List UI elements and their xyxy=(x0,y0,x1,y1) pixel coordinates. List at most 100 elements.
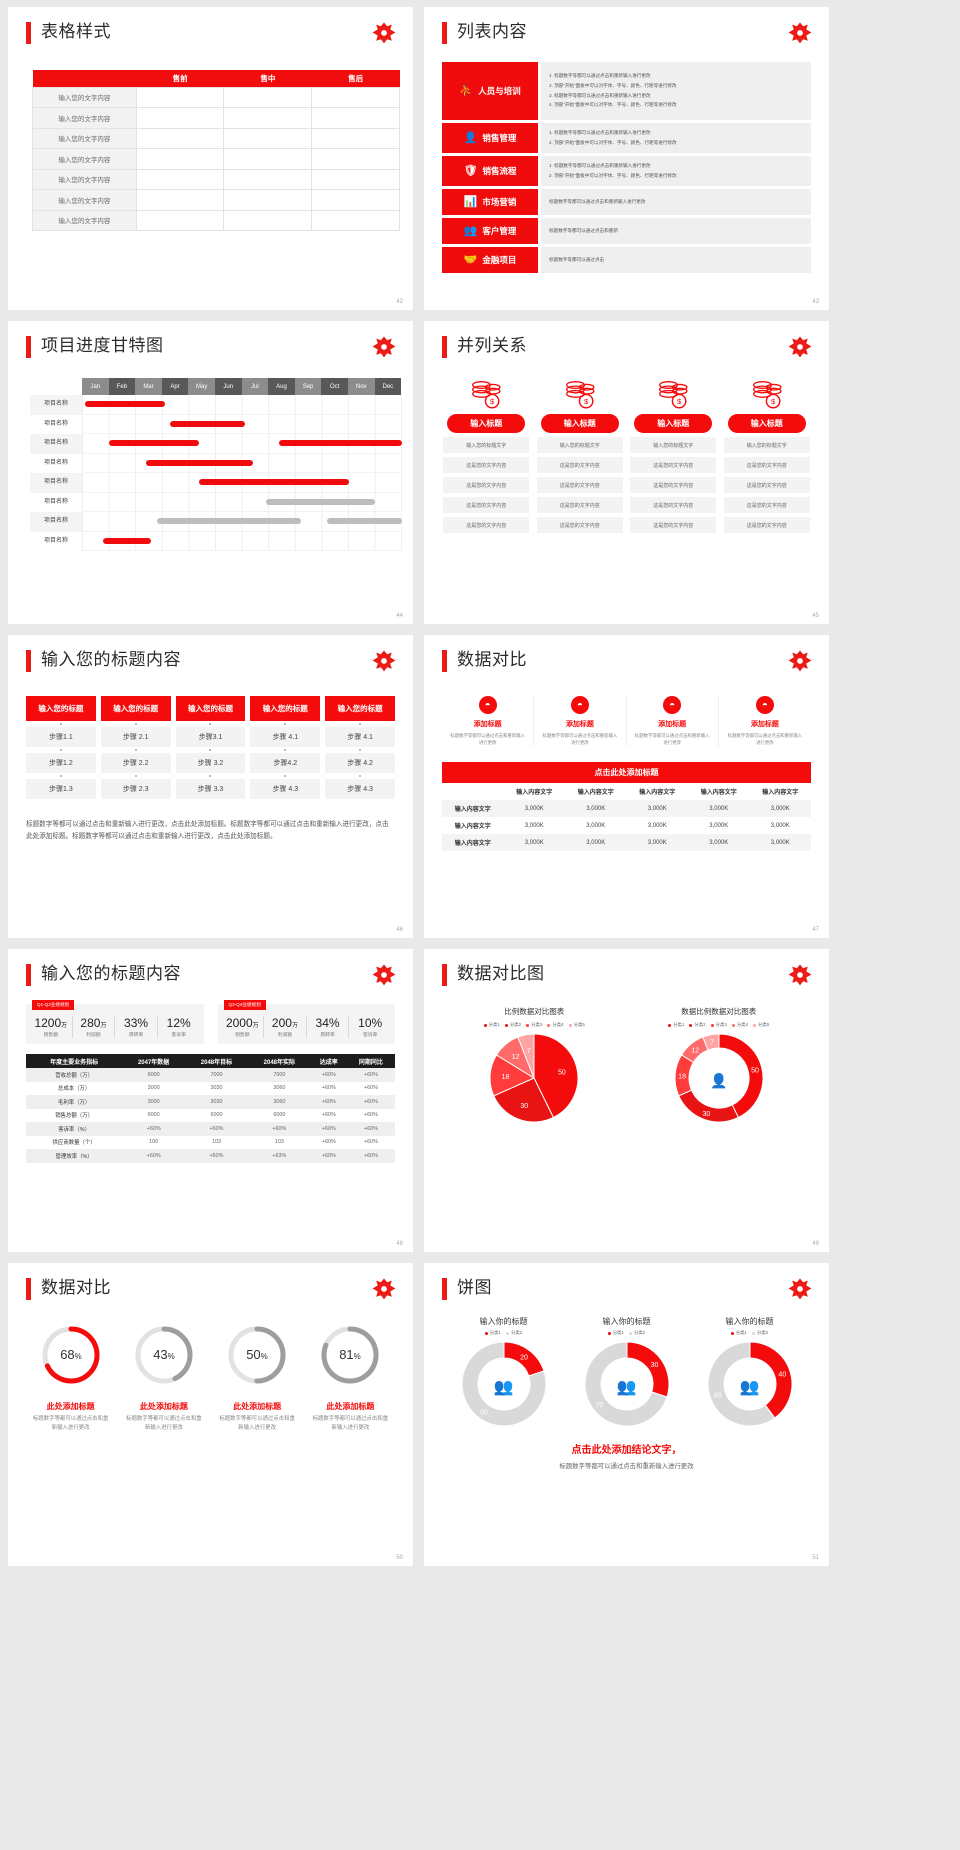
step-head[interactable]: 输入您的标题 xyxy=(26,696,96,721)
step-cell[interactable]: 步骤 3.3 xyxy=(175,779,246,799)
table-cell[interactable] xyxy=(223,168,313,190)
table-cell[interactable]: 7000 xyxy=(247,1068,311,1082)
list-item-tag[interactable]: 👤 销售管理 xyxy=(442,123,538,153)
table-cell[interactable] xyxy=(135,148,225,170)
table-cell[interactable]: +60% xyxy=(122,1122,186,1136)
table-cell[interactable] xyxy=(223,189,313,211)
comparison-card[interactable]: ◓ 添加标题 标题数字等都可以通过点击和重新输入进行更改 xyxy=(534,696,627,747)
table-cell[interactable] xyxy=(135,86,225,108)
table-cell[interactable]: 6000 xyxy=(210,1112,223,1119)
gantt-bar[interactable] xyxy=(103,537,152,544)
parallel-title-button[interactable]: 输入标题 xyxy=(447,414,526,433)
legend-item[interactable]: 分类2 xyxy=(504,1022,521,1028)
gantt-bar[interactable] xyxy=(146,459,253,466)
table-cell[interactable]: 3,000K xyxy=(503,800,565,818)
table-cell[interactable]: 3030 xyxy=(185,1095,248,1109)
gantt-bar[interactable] xyxy=(266,498,376,505)
table-cell[interactable]: 103 xyxy=(211,1139,221,1146)
table-cell[interactable] xyxy=(135,189,225,211)
step-cell[interactable]: 步骤1.1 xyxy=(26,727,96,747)
table-cell[interactable]: +60% xyxy=(310,1068,347,1082)
table-cell[interactable]: 3000 xyxy=(122,1095,186,1109)
table-cell[interactable]: +60% xyxy=(247,1122,311,1136)
parallel-cell[interactable]: 这是您的文字内容 xyxy=(723,517,810,533)
table-cell[interactable]: 7000 xyxy=(185,1068,248,1082)
table-cell[interactable]: 3,000K xyxy=(749,800,811,818)
gantt-bar[interactable] xyxy=(170,420,245,427)
pie-slice[interactable] xyxy=(493,1077,555,1123)
table-cell[interactable]: +60% xyxy=(346,1149,395,1163)
gantt-bar[interactable] xyxy=(327,518,402,524)
gantt-bar[interactable] xyxy=(108,440,200,446)
table-cell[interactable]: +60% xyxy=(363,1112,378,1119)
table-cell[interactable]: 3,000K xyxy=(647,822,667,829)
comparison-card[interactable]: ◓ 添加标题 标题数字等都可以通过点击和重新输入进行更改 xyxy=(627,696,719,747)
list-item[interactable]: 🛡 销售流程 1. 标题数字等都可以通过点击和重新输入进行更改 2. 顶部“开始… xyxy=(442,156,811,186)
table-cell[interactable]: 3,000K xyxy=(586,822,606,829)
parallel-cell[interactable]: 这是您的文字内容 xyxy=(723,457,810,473)
legend-item[interactable]: 分类4 xyxy=(547,1022,564,1028)
table-cell[interactable]: +60% xyxy=(363,1139,378,1146)
table-cell[interactable]: 销售总额（万） xyxy=(55,1113,93,1120)
table-cell[interactable]: 3,000K xyxy=(626,800,688,818)
step-cell[interactable]: 步骤 3.2 xyxy=(175,753,246,773)
parallel-cell[interactable]: 这是您的文字内容 xyxy=(630,457,717,473)
table-cell[interactable]: +60% xyxy=(321,1112,336,1119)
slide-47-data-comparison[interactable]: 数据对比 ◓ 添加标题 标题数字等都可以通过点击和重新输入进行更改 ◓ 添加标题 标题数字… xyxy=(424,635,829,938)
step-cell[interactable]: 步骤 4.1 xyxy=(325,727,395,747)
legend-item[interactable]: 分类1 xyxy=(483,1022,500,1028)
table-cell[interactable]: 3,000K xyxy=(688,834,750,852)
slide-45-parallel-relation[interactable]: 并列关系 $ 输入标题 输入您的标题文字 这是您的文字内容 这是您的文字内容 这是您的文字… xyxy=(424,321,829,624)
table-cell[interactable]: +60% xyxy=(346,1122,395,1136)
gantt-bar[interactable] xyxy=(199,479,349,485)
table-cell[interactable]: 100 xyxy=(149,1139,159,1146)
legend-item[interactable]: 分类5 xyxy=(753,1022,769,1028)
list-item[interactable]: 👤 销售管理 1. 标题数字等都可以通过点击和重新输入进行更改 2. 顶部“开始… xyxy=(442,123,811,153)
table-cell[interactable]: 3000 xyxy=(147,1085,160,1092)
table-cell[interactable]: +60% xyxy=(363,1085,378,1092)
list-item-tag[interactable]: 📊 市场营销 xyxy=(442,189,538,215)
legend-item[interactable]: 分类3 xyxy=(526,1022,542,1028)
legend-item[interactable]: 分类1 xyxy=(484,1330,501,1336)
table-cell[interactable]: 3,000K xyxy=(770,822,790,829)
slide-48-kpi-table[interactable]: 输入您的标题内容 Q1-Q2业绩规划 1200万 销售额 280万 利润额 33% 周转率 1… xyxy=(8,949,413,1252)
parallel-title-button[interactable]: 输入标题 xyxy=(727,414,806,433)
slide-50-progress-rings[interactable]: 数据对比 68% 此处添加标题 标题数字等都可以通过点击和重新输入进行更改 43% 此处… xyxy=(8,1263,413,1566)
legend-item[interactable]: 分类2 xyxy=(689,1022,706,1028)
pie-slice[interactable] xyxy=(584,1341,668,1427)
legend-item[interactable]: 分类5 xyxy=(568,1022,585,1028)
step-head[interactable]: 输入您的标题 xyxy=(100,696,171,721)
table-cell[interactable]: +60% xyxy=(346,1095,395,1109)
parallel-cell[interactable]: 这是您的文字内容 xyxy=(723,497,810,513)
table-cell[interactable]: +60% xyxy=(321,1085,336,1092)
slide-51-pie-charts[interactable]: 饼图 输入你的标题 分类1 分类2 20 80 👥 输入你的标题 分类1 分类2 30 70 👥 输入你… xyxy=(424,1263,829,1566)
list-item-tag[interactable]: 👥 客户管理 xyxy=(442,218,538,244)
slide-42-table-style[interactable]: 表格样式 售前 售中 售后 输入您的文字内容 输入您的文字内容 输入您的文字内容… xyxy=(8,7,413,310)
list-item-tag[interactable]: 🛡 销售流程 xyxy=(442,156,538,186)
table-cell[interactable]: 3030 xyxy=(210,1085,223,1092)
table-cell[interactable]: 3,000K xyxy=(749,834,811,852)
parallel-cell[interactable]: 输入您的标题文字 xyxy=(630,437,717,453)
table-cell[interactable]: 总成本（万） xyxy=(57,1086,91,1093)
table-cell[interactable]: 3,000K xyxy=(565,834,627,852)
table-cell[interactable] xyxy=(135,168,225,190)
gantt-bar[interactable] xyxy=(156,518,301,524)
step-head[interactable]: 输入您的标题 xyxy=(250,696,321,721)
table-cell[interactable]: 3060 xyxy=(247,1095,311,1109)
step-cell[interactable]: 步骤 2.2 xyxy=(100,753,171,773)
table-cell[interactable]: 103 xyxy=(274,1139,284,1146)
parallel-cell[interactable]: 这是您的文字内容 xyxy=(630,477,717,493)
table-cell[interactable]: 供应商数量（个） xyxy=(52,1140,96,1147)
table-cell[interactable] xyxy=(223,107,313,129)
slide-43-list-content[interactable]: 列表内容 ⛹ 人员与培训 1. 标题数字等都可以通过点击和重新输入进行更改 2.… xyxy=(424,7,829,310)
table-cell[interactable]: 3060 xyxy=(273,1085,286,1092)
legend-item[interactable]: 分类1 xyxy=(668,1022,684,1028)
parallel-cell[interactable]: 这是您的文字内容 xyxy=(443,497,530,513)
table-cell[interactable]: 6000 xyxy=(273,1112,286,1119)
parallel-title-button[interactable]: 输入标题 xyxy=(634,414,713,433)
pie-slice[interactable] xyxy=(707,1341,775,1427)
parallel-cell[interactable]: 这是您的文字内容 xyxy=(536,477,623,493)
gantt-bar[interactable] xyxy=(84,401,165,407)
table-cell[interactable]: +60% xyxy=(122,1149,186,1163)
step-cell[interactable]: 步骤4.2 xyxy=(250,753,321,773)
